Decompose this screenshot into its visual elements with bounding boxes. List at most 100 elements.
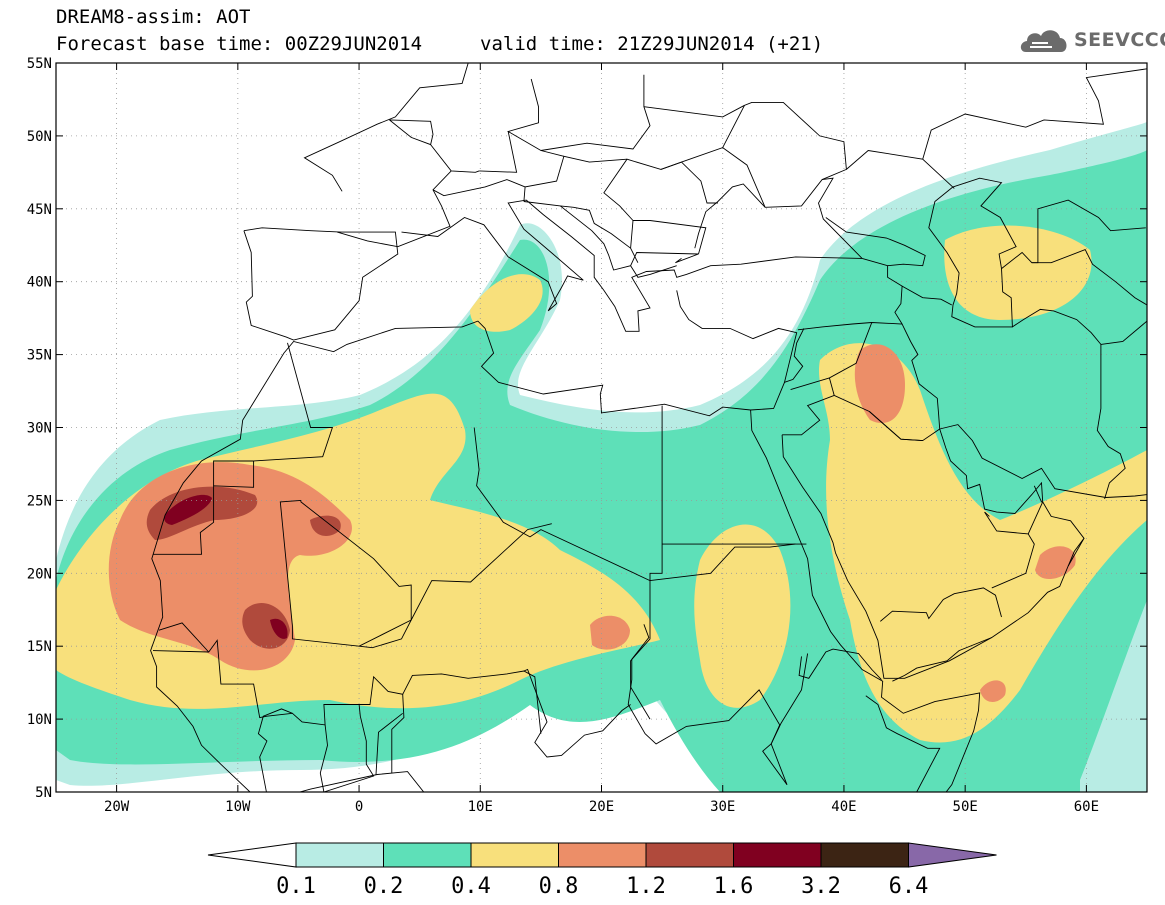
coastline-segment xyxy=(1027,501,1044,535)
coastline-segment xyxy=(722,101,847,181)
coastline-segment xyxy=(523,668,631,758)
x-tick-label: 10E xyxy=(468,799,493,815)
y-tick-label: 35N xyxy=(27,348,52,364)
y-tick-label: 50N xyxy=(27,129,52,145)
base-time: Forecast base time: 00Z29JUN2014 xyxy=(56,33,423,55)
cloud-icon xyxy=(1020,30,1067,52)
coastline-segment xyxy=(213,460,254,486)
x-tick-label: 60E xyxy=(1074,799,1099,815)
x-tick-label: 20W xyxy=(104,799,130,815)
coastline-segment xyxy=(253,342,334,462)
coastline-segment xyxy=(901,285,953,306)
coastline-segment xyxy=(869,411,923,442)
coastline-segment xyxy=(1031,249,1147,306)
coastline-segment xyxy=(846,150,955,189)
aot-band-0.4 xyxy=(818,343,1147,743)
coastline-segment xyxy=(153,461,255,555)
colorbar-swatch xyxy=(470,842,559,868)
colorbar-over-arrow xyxy=(908,842,997,868)
x-tick-label: 30E xyxy=(710,799,735,815)
coastline-segment xyxy=(781,428,1085,679)
aot-band-0.4 xyxy=(470,274,543,332)
coastline-segment xyxy=(507,78,565,157)
colorbar-swatch xyxy=(558,842,647,868)
x-tick-label: 0 xyxy=(355,799,363,815)
coastline-segment xyxy=(1001,199,1146,269)
colorbar-label: 0.1 xyxy=(276,874,316,899)
colorbar-under-arrow xyxy=(207,842,297,868)
x-tick-label: 50E xyxy=(953,799,978,815)
coastline-segment xyxy=(430,144,480,173)
aot-fields xyxy=(56,63,1147,792)
coastline-segment xyxy=(643,104,745,118)
coastline-segment xyxy=(865,695,941,792)
aot-band-1.6 xyxy=(164,494,212,525)
x-tick-label: 10W xyxy=(225,799,251,815)
coastline-segment xyxy=(928,177,1017,328)
coastline-segment xyxy=(257,708,293,792)
coastline-segment xyxy=(473,427,651,720)
aot-band-1.2 xyxy=(310,515,341,536)
colorbar-label: 0.2 xyxy=(364,874,404,899)
colorbar-label: 1.6 xyxy=(714,874,754,899)
aot-band-1.2 xyxy=(242,602,290,649)
coastline-segment xyxy=(158,622,210,653)
coastline-segment xyxy=(984,511,990,517)
coastline-segment xyxy=(630,220,707,263)
y-tick-label: 15N xyxy=(27,639,52,655)
aot-band-0.8 xyxy=(1035,546,1076,580)
y-tick-label: 10N xyxy=(27,712,52,728)
coastline-segment xyxy=(1012,308,1126,500)
forecast-times: Forecast base time: 00Z29JUN2014 valid ti… xyxy=(56,33,823,55)
seevccc-logo: SEEVCCC xyxy=(1018,22,1165,58)
colorbar-label: 6.4 xyxy=(889,874,929,899)
coastline-segment xyxy=(319,704,375,792)
coastline-segment xyxy=(784,328,805,383)
aot-band-1.6 xyxy=(270,618,288,639)
colorbar-label: 1.2 xyxy=(626,874,666,899)
aot-band-0.4 xyxy=(694,524,791,708)
colorbar-swatch xyxy=(733,842,822,868)
coastline-segment xyxy=(984,511,1035,589)
coastline-segment xyxy=(337,170,452,248)
coastline-segment xyxy=(540,74,651,151)
colorbar-swatch xyxy=(820,842,909,868)
coastline-segment xyxy=(630,265,677,278)
y-tick-label: 20N xyxy=(27,566,52,582)
colorbar-label: 0.8 xyxy=(539,874,579,899)
coastline-segment xyxy=(922,68,1147,160)
aot-band-0.8 xyxy=(854,344,905,424)
coastline-segment xyxy=(375,712,403,775)
aot-band-0.4 xyxy=(944,225,1092,320)
coastline-segment xyxy=(389,119,434,146)
aot-band-0.8 xyxy=(980,680,1006,702)
y-tick-label: 25N xyxy=(27,493,52,509)
coastline-segment xyxy=(1100,320,1147,345)
coastline-segment xyxy=(797,322,872,331)
y-tick-label: 5N xyxy=(35,785,52,801)
y-tick-label: 30N xyxy=(27,421,52,437)
coastline-segment xyxy=(825,217,926,267)
aot-band-0.8 xyxy=(590,615,630,650)
aot-band-1.2 xyxy=(146,486,258,540)
valid-time: valid time: 21Z29JUN2014 (+21) xyxy=(480,33,824,55)
gridlines xyxy=(56,63,1147,792)
coastline-segment xyxy=(939,424,1147,498)
coastline-segment xyxy=(401,199,863,332)
colorbar-label: 0.4 xyxy=(451,874,491,899)
axis-ticks: 55N 50N 45N 40N 35N 30N 25N 20N 15N 10N 5N 20W 10W 0 1… xyxy=(27,56,1147,815)
coastline-segment xyxy=(649,543,796,582)
coastline-segment xyxy=(402,670,542,734)
coastline-segment xyxy=(798,648,882,681)
colorbar-swatch xyxy=(295,842,384,868)
map-title: DREAM8-assim: AOT xyxy=(56,6,251,28)
coastline-segment xyxy=(750,409,981,792)
x-tick-label: 40E xyxy=(831,799,856,815)
coastline-segment xyxy=(523,155,628,202)
coastline-segment xyxy=(410,523,552,621)
aot-band-0.4 xyxy=(560,571,610,623)
colorbar-label: 3.2 xyxy=(801,874,841,899)
colorbar-swatch xyxy=(383,842,472,868)
coastline-segment xyxy=(649,405,663,581)
